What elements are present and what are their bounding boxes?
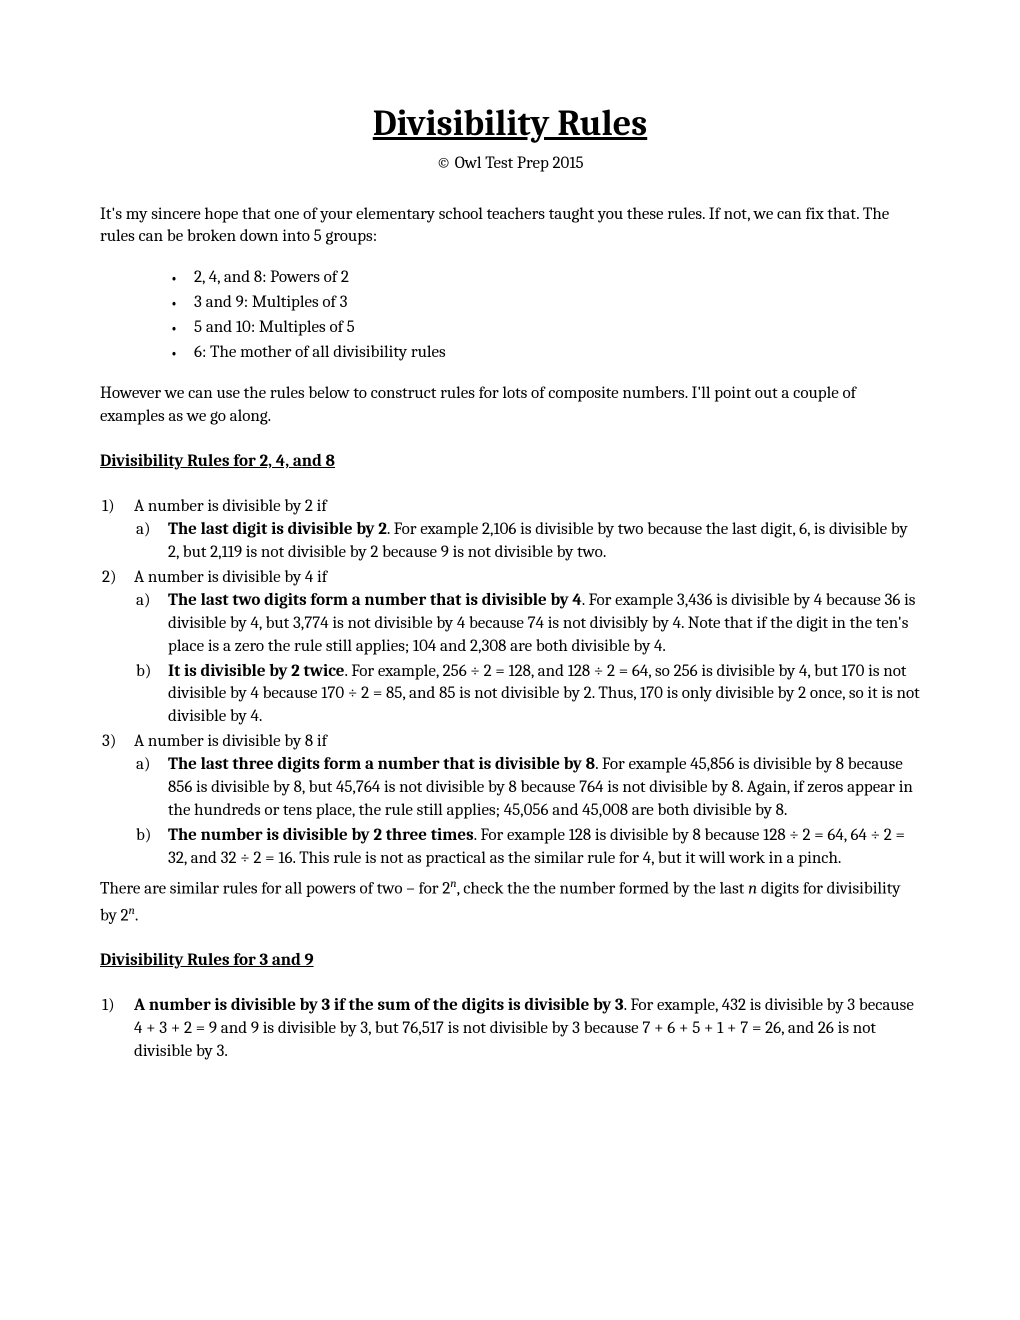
page-title: Divisibility Rules: [100, 100, 920, 149]
rule-8-text: A number is divisible by 8 if: [134, 732, 327, 751]
bullet-item: 3 and 9: Multiples of 3: [170, 292, 920, 315]
rule-8a: a) The last three digits form a number t…: [134, 754, 920, 823]
bullet-item: 2, 4, and 8: Powers of 2: [170, 267, 920, 290]
rule-2: 1) A number is divisible by 2 if a) The …: [100, 496, 920, 565]
bullet-item: 6: The mother of all divisibility rules: [170, 342, 920, 365]
note-mid: , check the the number formed by the las…: [457, 880, 749, 899]
list-marker: 2): [102, 567, 117, 590]
rule-4b-bold: It is divisible by 2 twice: [168, 662, 345, 681]
rule-8: 3) A number is divisible by 8 if a) The …: [100, 731, 920, 871]
rules-39-list: 1) A number is divisible by 3 if the sum…: [100, 995, 920, 1064]
composite-note: However we can use the rules below to co…: [100, 383, 920, 429]
powers-of-two-note: There are similar rules for all powers o…: [100, 875, 920, 928]
list-marker: b): [136, 825, 151, 848]
variable-n: n: [748, 880, 757, 899]
rule-4a-bold: The last two digits form a number that i…: [168, 591, 582, 610]
copyright-text: © Owl Test Prep 2015: [100, 153, 920, 176]
rules-248-list: 1) A number is divisible by 2 if a) The …: [100, 496, 920, 871]
rule-4b: b) It is divisible by 2 twice. For examp…: [134, 661, 920, 730]
rule-3-bold: A number is divisible by 3 if the sum of…: [134, 996, 624, 1015]
list-marker: a): [136, 519, 150, 542]
rule-4: 2) A number is divisible by 4 if a) The …: [100, 567, 920, 730]
groups-bullet-list: 2, 4, and 8: Powers of 2 3 and 9: Multip…: [170, 267, 920, 365]
rule-8b: b) The number is divisible by 2 three ti…: [134, 825, 920, 871]
list-marker: a): [136, 754, 150, 777]
list-marker: a): [136, 590, 150, 613]
section-header-248: Divisibility Rules for 2, 4, and 8: [100, 451, 920, 474]
rule-2-text: A number is divisible by 2 if: [134, 497, 327, 516]
list-marker: b): [136, 661, 151, 684]
note-pre: There are similar rules for all powers o…: [100, 880, 450, 899]
list-marker: 1): [102, 496, 115, 519]
list-marker: 1): [102, 995, 115, 1018]
rule-2a: a) The last digit is divisible by 2. For…: [134, 519, 920, 565]
rule-8a-bold: The last three digits form a number that…: [168, 755, 595, 774]
intro-paragraph: It's my sincere hope that one of your el…: [100, 204, 920, 250]
rule-2a-bold: The last digit is divisible by 2: [168, 520, 387, 539]
rule-4a: a) The last two digits form a number tha…: [134, 590, 920, 659]
rule-8b-bold: The number is divisible by 2 three times: [168, 826, 474, 845]
note-final: .: [135, 906, 139, 925]
rule-4-text: A number is divisible by 4 if: [134, 568, 327, 587]
section-header-39: Divisibility Rules for 3 and 9: [100, 950, 920, 973]
rule-3: 1) A number is divisible by 3 if the sum…: [100, 995, 920, 1064]
list-marker: 3): [102, 731, 116, 754]
bullet-item: 5 and 10: Multiples of 5: [170, 317, 920, 340]
